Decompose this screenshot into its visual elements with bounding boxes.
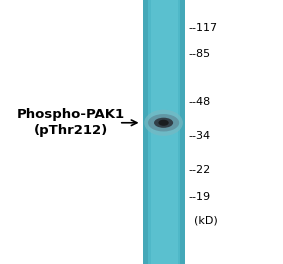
Ellipse shape [154, 118, 173, 128]
Bar [143, 0, 148, 264]
Text: (kD): (kD) [194, 215, 218, 225]
Bar [151, 0, 178, 264]
Text: --22: --22 [188, 165, 211, 175]
Text: (pThr212): (pThr212) [34, 124, 108, 137]
Bar [143, 0, 185, 264]
Ellipse shape [144, 110, 183, 136]
Text: --19: --19 [188, 192, 210, 202]
Text: Phospho-PAK1: Phospho-PAK1 [17, 108, 125, 121]
Bar [180, 0, 185, 264]
Ellipse shape [158, 120, 169, 126]
Text: --34: --34 [188, 131, 210, 141]
Ellipse shape [148, 114, 179, 131]
Text: --85: --85 [188, 49, 210, 59]
Text: --117: --117 [188, 23, 217, 33]
Text: --48: --48 [188, 97, 211, 107]
